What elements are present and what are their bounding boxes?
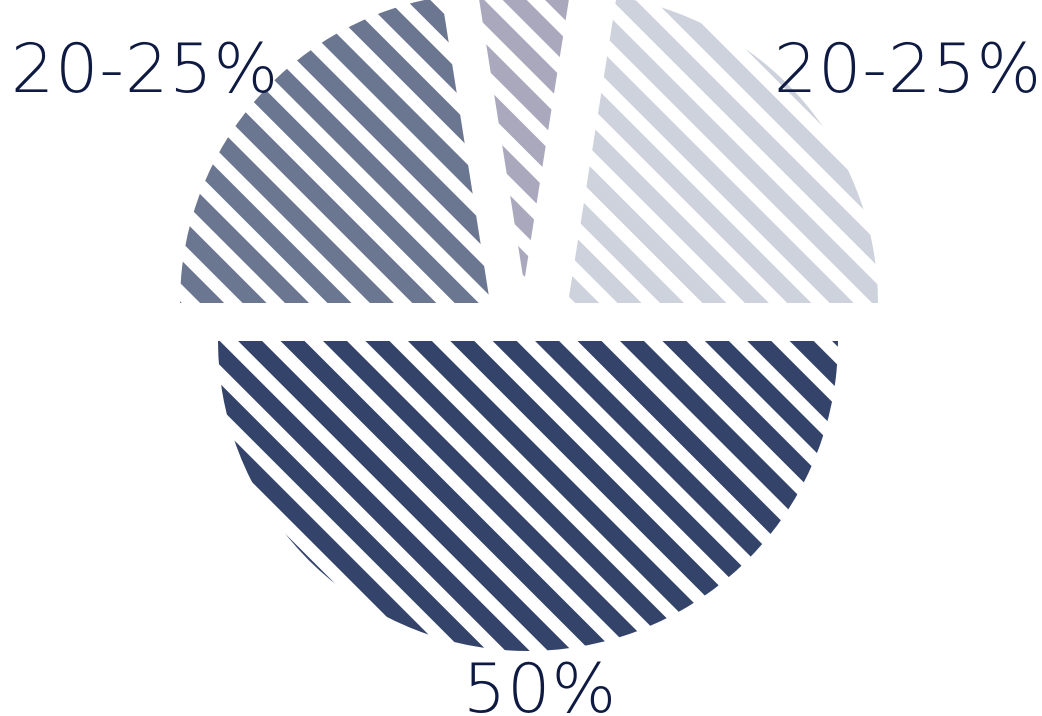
label-left-20-25: 20-25% (11, 30, 279, 109)
slice-small (479, 0, 569, 283)
slice-right-20-25 (568, 0, 878, 303)
label-right-20-25: 20-25% (774, 30, 1042, 109)
slice-left-20-25 (180, 0, 490, 303)
label-50: 50% (463, 650, 617, 716)
slice-50 (218, 341, 838, 651)
